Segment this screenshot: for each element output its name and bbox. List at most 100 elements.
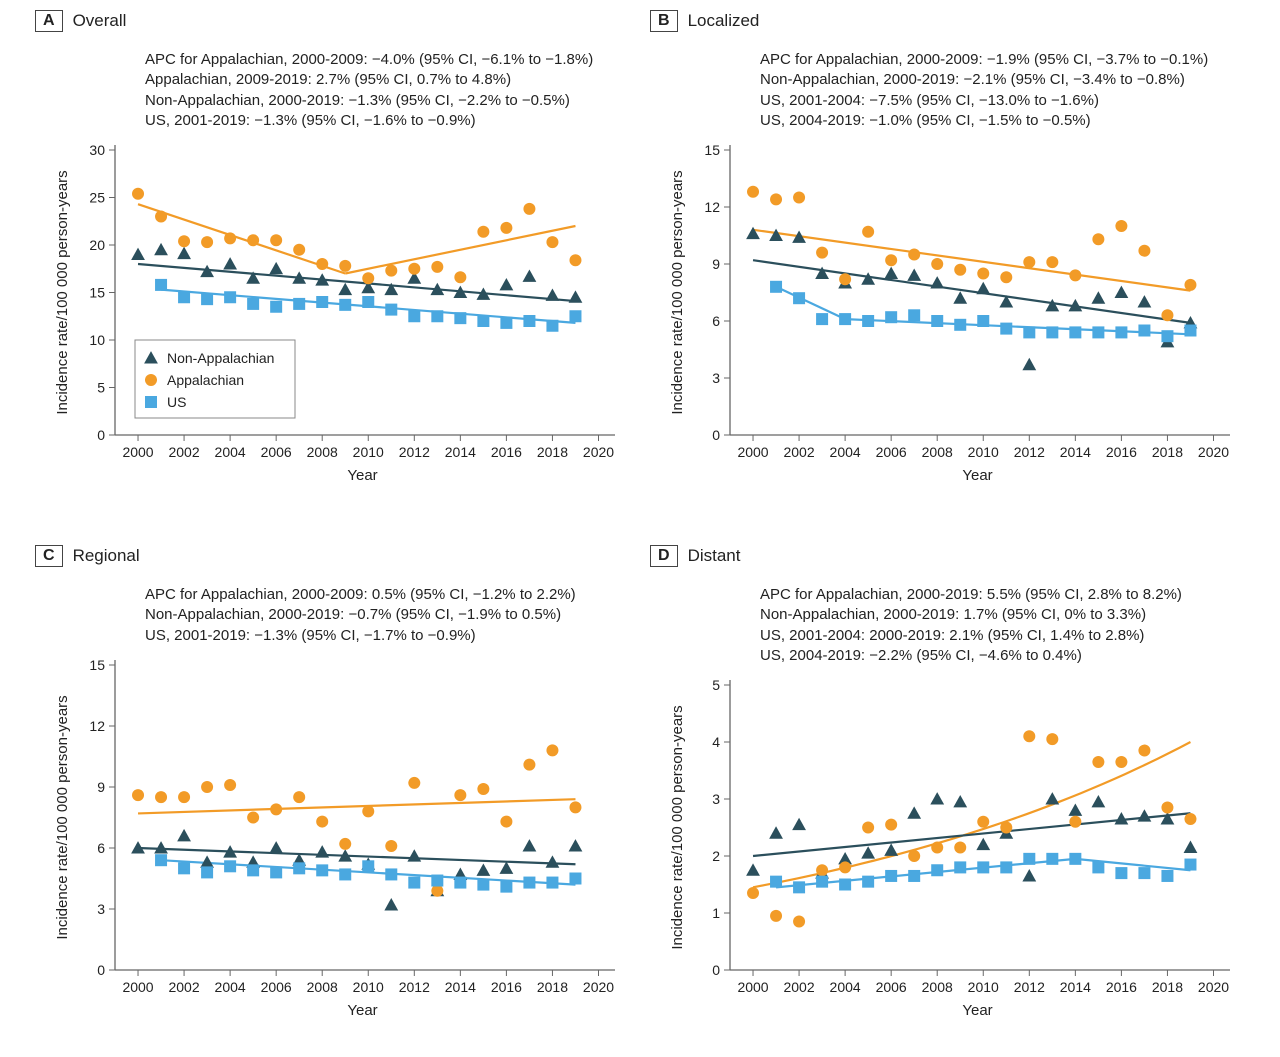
svg-text:2010: 2010 xyxy=(968,979,999,995)
svg-text:15: 15 xyxy=(89,285,105,301)
marker-non_app xyxy=(1091,291,1105,303)
svg-text:2010: 2010 xyxy=(353,444,384,460)
marker-app xyxy=(770,910,782,922)
marker-non_app xyxy=(1184,841,1198,853)
marker-app xyxy=(908,850,920,862)
panel-c: CRegionalAPC for Appalachian, 2000-2009:… xyxy=(35,545,635,1040)
marker-non_app xyxy=(499,278,513,290)
marker-non_app xyxy=(154,841,168,853)
marker-us xyxy=(500,881,512,893)
marker-app xyxy=(1000,271,1012,283)
marker-non_app xyxy=(499,861,513,873)
marker-app xyxy=(908,249,920,261)
svg-text:2002: 2002 xyxy=(783,444,814,460)
marker-us xyxy=(546,320,558,332)
marker-non_app xyxy=(338,283,352,295)
marker-us xyxy=(931,315,943,327)
marker-app xyxy=(385,840,397,852)
marker-us xyxy=(201,293,213,305)
marker-non_app xyxy=(930,792,944,804)
marker-app xyxy=(747,186,759,198)
marker-app xyxy=(954,264,966,276)
marker-app xyxy=(569,801,581,813)
svg-text:2008: 2008 xyxy=(307,979,338,995)
x-axis-label: Year xyxy=(962,1002,992,1019)
marker-app xyxy=(1115,220,1127,232)
marker-app xyxy=(977,816,989,828)
marker-us xyxy=(839,313,851,325)
marker-us xyxy=(500,317,512,329)
marker-app xyxy=(816,247,828,259)
svg-text:2000: 2000 xyxy=(737,979,768,995)
marker-non_app xyxy=(223,257,237,269)
marker-app xyxy=(1184,813,1196,825)
svg-text:9: 9 xyxy=(97,779,105,795)
marker-non_app xyxy=(154,243,168,255)
marker-us xyxy=(477,315,489,327)
marker-non_app xyxy=(930,276,944,288)
marker-app xyxy=(270,234,282,246)
marker-app xyxy=(408,263,420,275)
marker-non_app xyxy=(1091,795,1105,807)
marker-non_app xyxy=(407,849,421,861)
svg-text:0: 0 xyxy=(97,427,105,443)
marker-app xyxy=(1138,245,1150,257)
marker-app xyxy=(523,203,535,215)
marker-us xyxy=(1092,861,1104,873)
svg-text:3: 3 xyxy=(712,370,720,386)
marker-app xyxy=(293,791,305,803)
marker-app xyxy=(477,226,489,238)
svg-text:2000: 2000 xyxy=(122,444,153,460)
marker-us xyxy=(908,309,920,321)
panel-d-chart: 0123452000200220042006200820102012201420… xyxy=(650,545,1250,1040)
marker-non_app xyxy=(769,826,783,838)
marker-us xyxy=(224,291,236,303)
svg-text:1: 1 xyxy=(712,905,720,921)
svg-text:2012: 2012 xyxy=(1014,979,1045,995)
marker-non_app xyxy=(953,795,967,807)
marker-non_app xyxy=(315,845,329,857)
marker-app xyxy=(1092,233,1104,245)
marker-us xyxy=(362,860,374,872)
svg-text:2020: 2020 xyxy=(583,444,614,460)
marker-non_app xyxy=(884,843,898,855)
marker-app xyxy=(454,789,466,801)
panel-d: DDistantAPC for Appalachian, 2000-2019: … xyxy=(650,545,1250,1040)
marker-app xyxy=(178,791,190,803)
marker-non_app xyxy=(792,818,806,830)
marker-app xyxy=(362,805,374,817)
marker-us xyxy=(1115,867,1127,879)
svg-text:2012: 2012 xyxy=(1014,444,1045,460)
marker-us xyxy=(1000,323,1012,335)
marker-us xyxy=(247,298,259,310)
panel-c-chart: 0369121520002002200420062008201020122014… xyxy=(35,545,635,1040)
marker-us xyxy=(839,879,851,891)
marker-app xyxy=(1069,269,1081,281)
marker-app xyxy=(1023,730,1035,742)
marker-app xyxy=(500,816,512,828)
marker-us xyxy=(1069,853,1081,865)
svg-text:2: 2 xyxy=(712,848,720,864)
marker-app xyxy=(839,861,851,873)
svg-text:2016: 2016 xyxy=(491,979,522,995)
marker-non_app xyxy=(523,269,537,281)
marker-app xyxy=(1046,256,1058,268)
marker-non_app xyxy=(569,839,583,851)
marker-non_app xyxy=(1138,809,1152,821)
marker-non_app xyxy=(976,838,990,850)
marker-us xyxy=(1046,853,1058,865)
marker-us xyxy=(270,301,282,313)
marker-non_app xyxy=(861,846,875,858)
marker-us xyxy=(270,866,282,878)
marker-us xyxy=(385,304,397,316)
svg-text:2004: 2004 xyxy=(830,979,861,995)
marker-app xyxy=(569,254,581,266)
marker-non_app xyxy=(1045,299,1059,311)
y-axis-label: Incidence rate/100 000 person-years xyxy=(669,705,686,949)
marker-us xyxy=(569,310,581,322)
marker-us xyxy=(316,296,328,308)
marker-non_app xyxy=(746,227,760,239)
marker-us xyxy=(1092,326,1104,338)
marker-non_app xyxy=(746,863,760,875)
marker-app xyxy=(201,781,213,793)
